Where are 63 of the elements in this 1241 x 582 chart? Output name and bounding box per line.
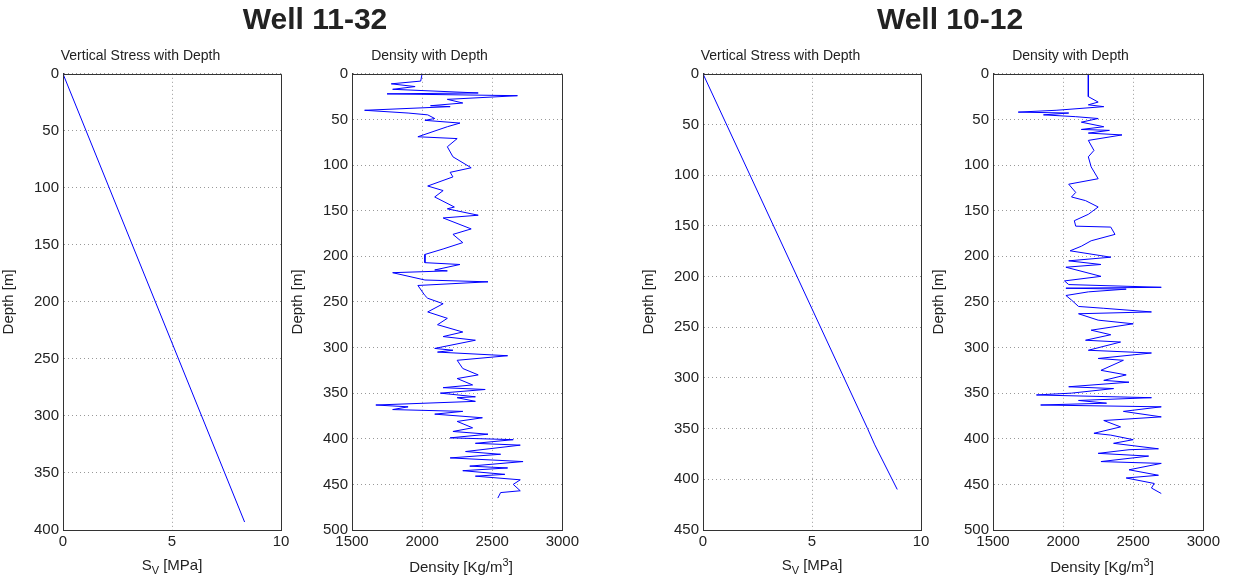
y-tick-label: 400 bbox=[963, 428, 989, 446]
y-tick-label: 200 bbox=[963, 246, 989, 264]
y-tick-label: 400 bbox=[33, 520, 59, 538]
y-tick-label: 250 bbox=[322, 292, 348, 310]
chart-title: Density with Depth bbox=[371, 47, 488, 64]
chart-subtitle: Vertical Stress with Depth bbox=[700, 47, 861, 64]
y-tick-label: 0 bbox=[339, 63, 348, 81]
y-tick-label: 200 bbox=[322, 246, 348, 264]
x-tick-label: 2000 bbox=[1046, 532, 1080, 550]
y-tick-label: 450 bbox=[963, 474, 989, 492]
y-tick-label: 50 bbox=[42, 120, 59, 138]
y-tick-label: 300 bbox=[322, 337, 348, 355]
x-tick-label: 5 bbox=[167, 532, 177, 550]
x-tick-label: 3000 bbox=[545, 532, 579, 550]
y-tick-label: 400 bbox=[673, 469, 699, 487]
y-axis-title: Depth [m] bbox=[639, 269, 657, 335]
chart-title: Well 11-32 bbox=[242, 2, 388, 36]
y-tick-label: 100 bbox=[963, 155, 989, 173]
x-axis-title: S$_{V}$ [MPa] bbox=[141, 556, 203, 576]
y-tick-label: 50 bbox=[682, 114, 699, 132]
y-tick-label: 250 bbox=[673, 317, 699, 335]
x-axis-title: S$_{V}$ [MPa] bbox=[781, 556, 843, 576]
x-axis-title: Density [Kg/m$^{3}$] bbox=[409, 556, 513, 575]
y-tick-label: 300 bbox=[33, 406, 59, 424]
y-tick-label: 200 bbox=[33, 292, 59, 310]
y-tick-label: 300 bbox=[963, 337, 989, 355]
y-tick-label: 100 bbox=[673, 165, 699, 183]
y-tick-label: 150 bbox=[322, 200, 348, 218]
y-tick-label: 400 bbox=[322, 428, 348, 446]
y-tick-label: 200 bbox=[673, 266, 699, 284]
y-tick-label: 150 bbox=[673, 216, 699, 234]
y-axis-title: Depth [m] bbox=[288, 269, 306, 335]
y-tick-label: 0 bbox=[50, 63, 59, 81]
x-tick-label: 3000 bbox=[1186, 532, 1220, 550]
chart-subtitle: Vertical Stress with Depth bbox=[60, 47, 221, 64]
y-tick-label: 350 bbox=[33, 463, 59, 481]
y-tick-label: 350 bbox=[673, 418, 699, 436]
x-tick-label: 10 bbox=[912, 532, 930, 550]
y-tick-label: 100 bbox=[33, 177, 59, 195]
x-tick-label: 2000 bbox=[405, 532, 439, 550]
y-tick-label: 350 bbox=[322, 383, 348, 401]
y-tick-label: 350 bbox=[963, 383, 989, 401]
x-tick-label: 2500 bbox=[475, 532, 509, 550]
y-tick-label: 50 bbox=[331, 109, 348, 127]
y-tick-label: 100 bbox=[322, 155, 348, 173]
y-tick-label: 0 bbox=[980, 63, 989, 81]
y-tick-label: 250 bbox=[33, 349, 59, 367]
y-tick-label: 50 bbox=[972, 109, 989, 127]
y-tick-label: 250 bbox=[963, 292, 989, 310]
y-axis-title: Depth [m] bbox=[0, 269, 17, 335]
x-tick-label: 5 bbox=[807, 532, 817, 550]
y-tick-label: 450 bbox=[673, 520, 699, 538]
y-axis-title: Depth [m] bbox=[929, 269, 947, 335]
chart-title: Well 10-12 bbox=[876, 2, 1024, 36]
y-tick-label: 150 bbox=[33, 235, 59, 253]
y-tick-label: 150 bbox=[963, 200, 989, 218]
chart-title: Density with Depth bbox=[1012, 47, 1129, 64]
x-tick-label: 2500 bbox=[1116, 532, 1150, 550]
y-tick-label: 0 bbox=[690, 63, 699, 81]
x-axis-title: Density [Kg/m$^{3}$] bbox=[1050, 556, 1154, 575]
y-tick-label: 300 bbox=[673, 368, 699, 386]
x-tick-label: 10 bbox=[272, 532, 290, 550]
y-tick-label: 450 bbox=[322, 474, 348, 492]
